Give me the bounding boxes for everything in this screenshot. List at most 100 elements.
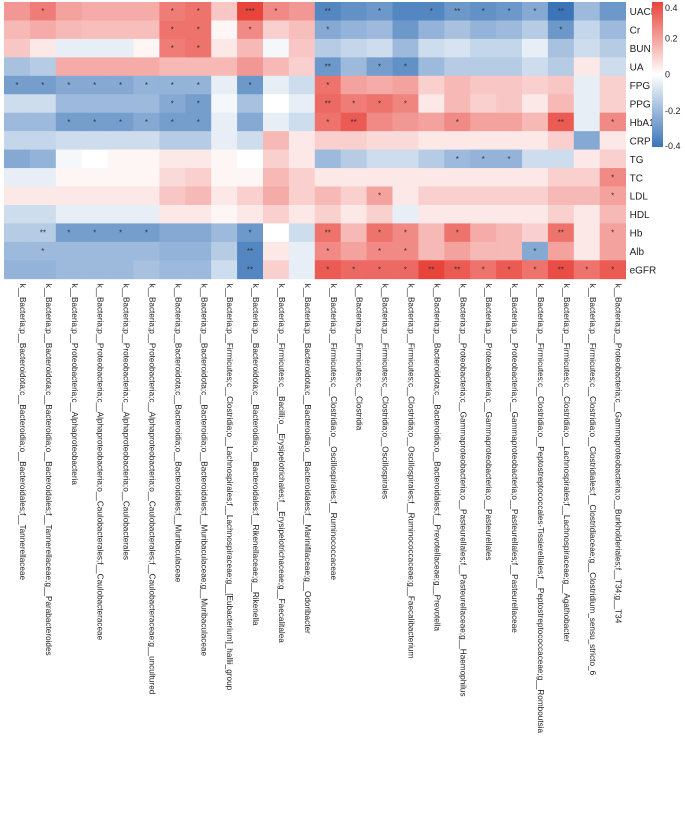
- heatmap-cell: [496, 204, 523, 224]
- heatmap-cell: [392, 186, 419, 206]
- heatmap-cell: [444, 168, 471, 187]
- heatmap-cell: [573, 260, 601, 280]
- heatmap-cell: [470, 131, 497, 150]
- heatmap-cell: [418, 75, 445, 95]
- heatmap-cell: [159, 112, 186, 132]
- heatmap-cell: [599, 112, 626, 132]
- significance-star: *: [326, 118, 329, 127]
- heatmap-cell: [211, 241, 238, 261]
- significance-star: *: [197, 7, 200, 16]
- significance-star: **: [40, 229, 46, 238]
- heatmap-cell: [55, 260, 83, 280]
- column-label: k__Bacteria;p__Proteobacteria;c__Alphapr…: [96, 284, 105, 641]
- significance-star: *: [559, 26, 562, 35]
- significance-star: *: [197, 81, 200, 90]
- heatmap-cell: [237, 20, 264, 40]
- heatmap-cell: [547, 223, 575, 243]
- significance-star: *: [430, 7, 433, 16]
- significance-star: *: [67, 81, 70, 90]
- heatmap-cell: [211, 204, 238, 224]
- heatmap-cell: [340, 260, 367, 280]
- heatmap-cell: [547, 131, 575, 150]
- heatmap-cell: [444, 204, 471, 224]
- heatmap-cell: [470, 75, 497, 95]
- heatmap-cell: [392, 2, 419, 21]
- heatmap-cell: [444, 131, 471, 150]
- heatmap-cell: [392, 57, 419, 77]
- colorbar-tick: 0.4: [665, 3, 678, 13]
- column-label: k__Bacteria;p__Firmicutes;c__Clostridia;…: [329, 284, 338, 581]
- significance-star: *: [248, 81, 251, 90]
- heatmap-cell: [81, 75, 108, 95]
- significance-star: *: [378, 63, 381, 72]
- heatmap-cell: [314, 223, 342, 243]
- heatmap-cell: [29, 168, 57, 187]
- heatmap-cell: [133, 57, 160, 77]
- heatmap-cell: [211, 223, 238, 243]
- heatmap-cell: [340, 38, 367, 58]
- heatmap-cell: [573, 20, 601, 40]
- heatmap-cell: [418, 223, 445, 243]
- heatmap-cell: [470, 20, 497, 40]
- heatmap-cell: [470, 149, 497, 169]
- heatmap-cell: [263, 223, 290, 243]
- heatmap-cell: [470, 241, 497, 261]
- significance-star: *: [119, 118, 122, 127]
- heatmap-cell: [211, 186, 238, 206]
- heatmap-cell: [444, 20, 471, 40]
- heatmap-cell: [237, 149, 264, 169]
- heatmap-cell: [107, 260, 134, 280]
- heatmap-cell: [133, 168, 160, 187]
- heatmap-cell: [81, 223, 108, 243]
- heatmap-cell: [470, 204, 497, 224]
- heatmap-cell: [185, 241, 212, 261]
- heatmap-cell: [599, 186, 626, 206]
- heatmap-cell: [599, 20, 626, 40]
- significance-star: *: [248, 229, 251, 238]
- heatmap-cell: [29, 241, 57, 261]
- significance-star: **: [325, 229, 331, 238]
- heatmap-cell: [496, 241, 523, 261]
- row-label: Hb: [630, 229, 643, 240]
- heatmap-cell: [185, 20, 212, 40]
- heatmap-cell: [392, 38, 419, 58]
- heatmap-cell: [573, 38, 601, 58]
- heatmap-cell: [599, 168, 626, 187]
- heatmap-cell: [159, 57, 186, 77]
- significance-star: *: [352, 266, 355, 275]
- heatmap-cell: [237, 112, 264, 132]
- heatmap-cell: [418, 131, 445, 150]
- heatmap-cell: [4, 149, 31, 169]
- heatmap-cell: [496, 223, 523, 243]
- row-label: UA: [630, 63, 644, 74]
- heatmap-cell: [159, 241, 186, 261]
- row-label: FPG: [630, 81, 651, 92]
- heatmap-cell: [522, 131, 549, 150]
- significance-star: *: [171, 26, 174, 35]
- significance-star: *: [171, 99, 174, 108]
- heatmap-cell: [418, 38, 445, 58]
- heatmap-cell: [29, 260, 57, 280]
- row-label: HDL: [630, 210, 650, 221]
- heatmap-cell: [366, 94, 393, 114]
- significance-star: *: [171, 44, 174, 53]
- heatmap-cell: [263, 38, 290, 58]
- significance-star: *: [352, 99, 355, 108]
- column-label: k__Bacteria;p__Firmicutes;c__Clostridia;…: [406, 284, 415, 659]
- heatmap-cell: [314, 38, 342, 58]
- significance-star: *: [378, 266, 381, 275]
- heatmap-cell: [366, 241, 393, 261]
- heatmap-cell: [340, 112, 367, 132]
- heatmap-cell: [288, 260, 316, 280]
- heatmap-cell: [340, 2, 367, 21]
- heatmap-cell: [107, 131, 134, 150]
- heatmap-cell: [159, 20, 186, 40]
- heatmap-cell: [81, 260, 108, 280]
- heatmap-cell: [263, 241, 290, 261]
- heatmap-cell: [340, 241, 367, 261]
- heatmap-cell: [185, 204, 212, 224]
- heatmap-cell: [185, 168, 212, 187]
- heatmap-cell: [314, 112, 342, 132]
- heatmap-cell: [133, 20, 160, 40]
- significance-star: *: [248, 26, 251, 35]
